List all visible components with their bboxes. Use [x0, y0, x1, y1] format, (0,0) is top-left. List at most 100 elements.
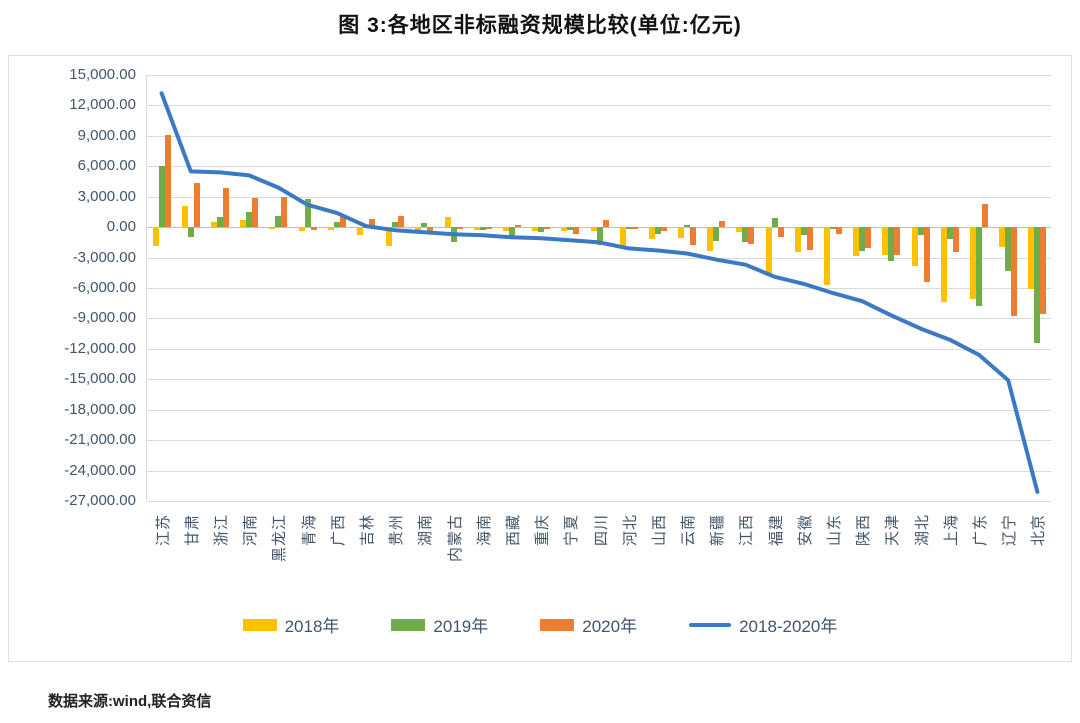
bar-2019年-安徽: [800, 227, 807, 236]
bar-2019年-海南: [479, 227, 486, 231]
x-axis-label-上海: 上海: [942, 514, 960, 547]
x-axis-label-江苏: 江苏: [154, 514, 172, 547]
bar-2020年-西藏: [514, 224, 521, 228]
bar-2018年-福建: [765, 227, 772, 276]
y-axis-tick-label: -9,000.00: [72, 309, 136, 327]
legend-item-2020: 2020年: [540, 612, 637, 637]
bar-2020年-广西: [339, 215, 346, 228]
bar-2020年-宁夏: [573, 227, 580, 234]
bar-2019年-浙江: [216, 217, 223, 228]
bar-2019年-江苏: [158, 166, 165, 228]
x-axis-label-山东: 山东: [826, 514, 844, 547]
bar-2019年-江西: [742, 227, 749, 243]
bar-2018年-宁夏: [561, 227, 568, 231]
trend-line-svg: [159, 91, 1040, 494]
x-axis-label-重庆: 重庆: [534, 514, 552, 547]
gridline: [147, 470, 1051, 472]
y-axis-tick-label: 3,000.00: [77, 187, 136, 205]
y-axis-tick-label: 9,000.00: [77, 126, 136, 144]
x-axis-label-黑龙江: 黑龙江: [271, 514, 289, 563]
y-axis-tick-label: -12,000.00: [64, 339, 136, 357]
bar-2020年-青海: [310, 227, 317, 230]
bar-2020年-山西: [660, 227, 667, 232]
y-axis-tick-label: 12,000.00: [69, 96, 136, 114]
bar-2020年-陕西: [865, 227, 872, 249]
bar-2019年-天津: [888, 227, 895, 261]
gridline: [147, 196, 1051, 198]
legend-label-2018: 2018年: [284, 617, 340, 636]
x-axis-label-河南: 河南: [242, 514, 260, 547]
legend-label-2020: 2020年: [582, 617, 638, 636]
bar-2020年-湖南: [427, 227, 434, 234]
bar-2018年-浙江: [210, 222, 217, 228]
bar-2018年-吉林: [356, 227, 363, 236]
gridline: [147, 135, 1051, 137]
bar-2019年-湖南: [421, 223, 428, 228]
bar-2020年-黑龙江: [281, 197, 288, 228]
y-axis-tick-label: -15,000.00: [64, 370, 136, 388]
bar-2020年-重庆: [544, 227, 551, 230]
legend-label-2018-2020: 2018-2020年: [739, 617, 838, 636]
bar-2018年-陕西: [853, 227, 860, 256]
bar-2020年-上海: [952, 227, 959, 253]
bar-2019年-宁夏: [567, 227, 574, 231]
y-axis-tick-label: 6,000.00: [77, 157, 136, 175]
x-axis-label-新疆: 新疆: [709, 514, 727, 547]
bar-2019年-黑龙江: [275, 215, 282, 228]
gridline: [147, 409, 1051, 411]
y-axis-tick-label: -24,000.00: [64, 461, 136, 479]
bar-2020年-江西: [748, 227, 755, 245]
y-axis-tick-label: -21,000.00: [64, 431, 136, 449]
bar-2018年-内蒙古: [444, 217, 451, 228]
x-axis-label-山西: 山西: [650, 514, 668, 547]
bar-2018年-河南: [240, 220, 247, 228]
bar-2020年-浙江: [222, 187, 229, 228]
bar-2019年-重庆: [538, 227, 545, 233]
x-axis-label-宁夏: 宁夏: [563, 514, 581, 547]
bar-2020年-贵州: [398, 215, 405, 228]
y-axis-tick-label: -3,000.00: [72, 248, 136, 266]
legend-item-2018: 2018年: [242, 612, 340, 637]
bar-2019年-福建: [771, 218, 778, 228]
bar-2018年-江西: [736, 227, 743, 233]
y-axis-tick-label: -27,000.00: [64, 492, 136, 509]
bar-2018年-新疆: [707, 227, 714, 252]
x-axis-label-云南: 云南: [680, 514, 698, 547]
bar-2019年-陕西: [859, 227, 866, 252]
x-axis-label-内蒙古: 内蒙古: [446, 514, 464, 563]
x-axis-label-广西: 广西: [329, 514, 347, 547]
x-axis-label-甘肃: 甘肃: [183, 514, 201, 547]
bar-2020年-福建: [777, 227, 784, 238]
bar-2020年-辽宁: [1011, 227, 1018, 317]
bar-2020年-云南: [690, 227, 697, 245]
bar-2019年-广西: [333, 221, 340, 228]
bar-2018年-上海: [940, 227, 947, 303]
y-axis-tick-label: -6,000.00: [72, 279, 136, 296]
bar-2019年-西藏: [508, 227, 515, 236]
trend-line: [159, 91, 1040, 494]
bar-2019年-河南: [246, 211, 253, 228]
x-axis-label-福建: 福建: [767, 514, 785, 547]
gridline: [147, 288, 1051, 289]
y-axis-tick-label: 0.00: [106, 218, 136, 236]
bar-2019年-贵州: [392, 222, 399, 228]
gridline: [147, 379, 1051, 381]
bar-2018年-黑龙江: [269, 227, 276, 229]
bar-2020年-河南: [252, 197, 259, 228]
x-axis-label-河北: 河北: [621, 514, 639, 547]
bar-2020年-广东: [982, 203, 989, 228]
bar-2018年-辽宁: [999, 227, 1006, 248]
bar-2018年-海南: [473, 227, 480, 231]
legend-swatch-2018: [242, 618, 277, 631]
bar-2019年-湖北: [917, 227, 924, 236]
legend-item-2018-2020: 2018-2020年: [689, 612, 837, 637]
gridline: [147, 318, 1051, 320]
bar-2018年-安徽: [794, 227, 801, 253]
x-axis-label-陕西: 陕西: [855, 514, 873, 547]
bar-2019年-山西: [654, 227, 661, 235]
x-axis-label-海南: 海南: [475, 514, 493, 547]
bar-2018年-青海: [298, 227, 305, 231]
bar-2019年-广东: [976, 227, 983, 307]
data-source-note: 数据来源:wind,联合资信: [48, 693, 212, 710]
